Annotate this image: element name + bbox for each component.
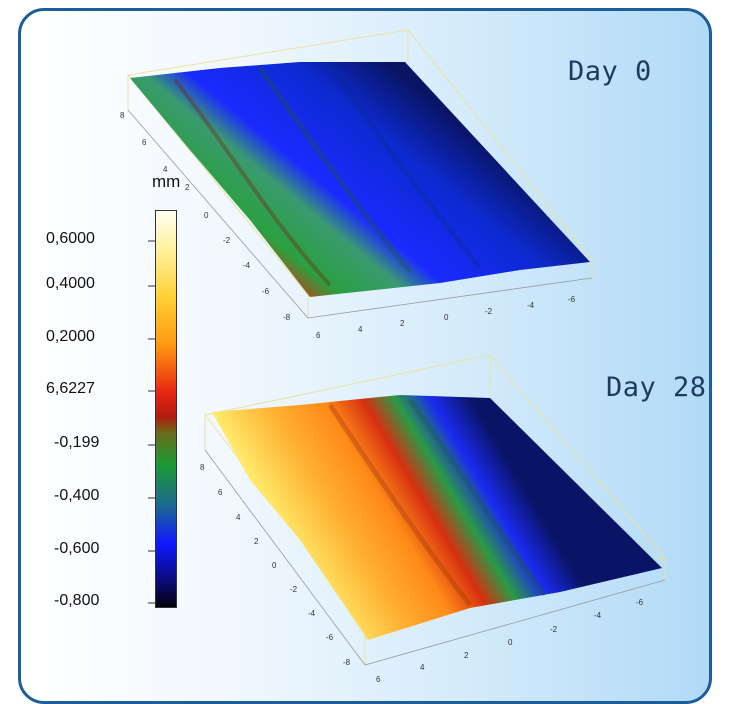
day28-left-tick: 0 [272, 561, 277, 570]
day28-bottom-tick: 2 [464, 651, 469, 660]
colorbar-tick: -0,600 [54, 540, 100, 557]
day0-bottom-tick: -2 [485, 307, 493, 316]
day0-left-tick: -4 [243, 261, 251, 270]
day28-bottom-tick: -2 [550, 625, 558, 634]
day0-bottom-tick: -6 [568, 295, 576, 304]
day0-bottom-tick: 0 [444, 313, 449, 322]
day0-label: Day 0 [568, 56, 652, 87]
colorbar-tick: -0,199 [54, 434, 100, 451]
day0-left-tick: -6 [262, 287, 270, 296]
colorbar [155, 210, 177, 608]
day0-left-tick: 2 [185, 183, 190, 192]
colorbar-tick: 0,4000 [46, 275, 95, 292]
axis-labels: 8 6 4 2 0 -2 -4 -6 -8 6 4 2 0 -2 -4 -6 8… [120, 111, 644, 684]
colorbar-tick: 6,6227 [46, 380, 95, 397]
day28-bottom-tick: -6 [636, 598, 644, 607]
day0-left-tick: 8 [120, 111, 125, 120]
day0-left-tick: 4 [163, 165, 168, 174]
day28-left-tick: 8 [200, 463, 205, 472]
day28-bottom-tick: 4 [420, 663, 425, 672]
colorbar-tick: 0,6000 [46, 230, 95, 247]
day28-plot [204, 354, 666, 666]
colorbar-tickmarks [148, 240, 155, 604]
day0-bottom-tick: 2 [400, 319, 405, 328]
day28-left-tick: -8 [343, 658, 351, 667]
day0-bottom-tick: -4 [527, 301, 535, 310]
day28-surface [212, 395, 662, 640]
day0-surface [130, 62, 590, 297]
day28-left-tick: -2 [290, 585, 298, 594]
day28-bottom-tick: 0 [508, 638, 513, 647]
day28-left-tick: 2 [254, 537, 259, 546]
day28-left-tick: -4 [308, 609, 316, 618]
day28-label: Day 28 [606, 372, 707, 403]
day0-left-tick: 6 [142, 138, 147, 147]
colorbar-tick: -0,400 [54, 487, 100, 504]
colorbar-tick: 0,2000 [46, 328, 95, 345]
day0-plot [127, 29, 593, 319]
day0-bottom-tick: 4 [358, 325, 363, 334]
day0-left-tick: 0 [204, 211, 209, 220]
surface-plots [127, 29, 666, 666]
unit-label: mm [152, 172, 181, 191]
day28-left-tick: 4 [236, 513, 241, 522]
day28-left-tick: 6 [218, 488, 223, 497]
colorbar-tick: -0,800 [54, 592, 100, 609]
day0-left-tick: -8 [283, 313, 291, 322]
day0-left-tick: -2 [223, 236, 231, 245]
day0-bottom-tick: 6 [316, 331, 321, 340]
day28-left-tick: -6 [326, 633, 334, 642]
day28-bottom-tick: 6 [376, 675, 381, 684]
day28-bottom-tick: -4 [594, 611, 602, 620]
